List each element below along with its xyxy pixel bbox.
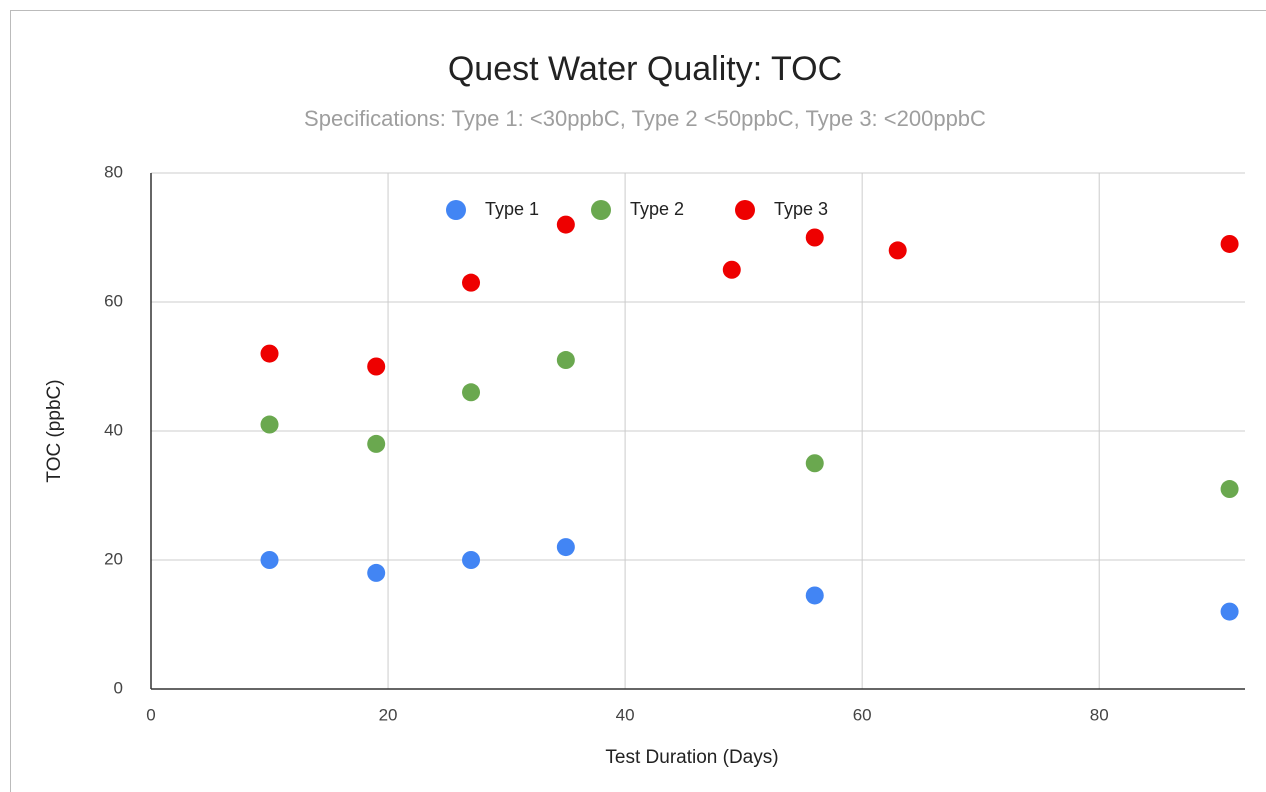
x-tick-label: 20 — [379, 705, 398, 724]
legend-label: Type 3 — [774, 199, 828, 219]
point — [805, 586, 824, 605]
point — [556, 215, 575, 234]
y-tick-label: 40 — [104, 420, 123, 439]
x-tick-label: 80 — [1090, 705, 1109, 724]
point — [556, 538, 575, 557]
y-tick-label: 20 — [104, 549, 123, 568]
y-tick-label: 60 — [104, 291, 123, 310]
chart-subtitle: Specifications: Type 1: <30ppbC, Type 2 … — [304, 106, 986, 131]
point — [805, 454, 824, 473]
point — [462, 551, 481, 569]
x-tick-label: 0 — [146, 705, 155, 724]
point — [367, 434, 386, 453]
point — [1220, 480, 1239, 499]
legend-label: Type 1 — [485, 199, 539, 219]
x-tick-label: 60 — [853, 705, 872, 724]
y-axis-label: TOC (ppbC) — [44, 379, 65, 482]
point — [462, 273, 481, 292]
point — [1220, 602, 1239, 621]
point — [367, 357, 386, 376]
y-tick-label: 80 — [104, 162, 123, 181]
legend-swatch — [735, 200, 755, 220]
legend-swatch — [591, 200, 611, 220]
chart-frame — [10, 10, 1266, 792]
legend-label: Type 2 — [630, 199, 684, 219]
point — [367, 563, 386, 582]
point — [260, 551, 279, 569]
point — [888, 241, 907, 260]
chart-title: Quest Water Quality: TOC — [448, 50, 842, 88]
y-tick-label: 0 — [114, 678, 123, 697]
point — [260, 415, 279, 434]
x-axis-label: Test Duration (Days) — [605, 747, 778, 768]
point — [722, 260, 741, 279]
x-tick-label: 40 — [616, 705, 635, 724]
legend-swatch — [446, 200, 466, 220]
point — [260, 344, 279, 363]
point — [805, 228, 824, 247]
point — [1220, 234, 1239, 253]
point — [462, 383, 481, 402]
point — [556, 351, 575, 370]
